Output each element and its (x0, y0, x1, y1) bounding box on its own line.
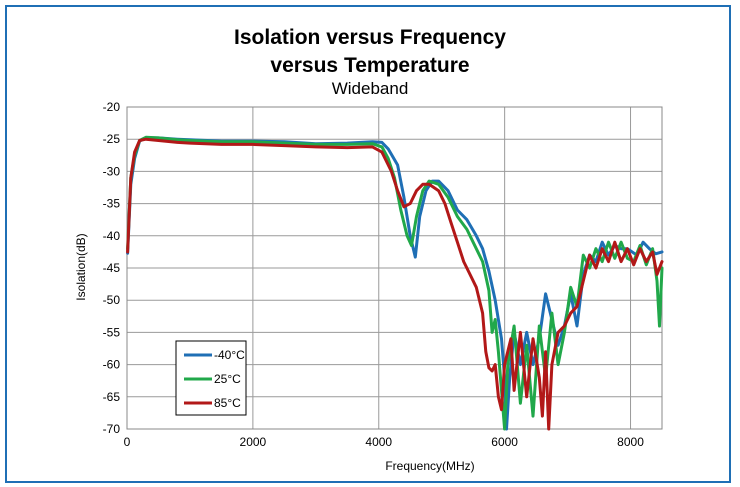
y-tick-label: -30 (103, 164, 121, 178)
x-tick-label: 8000 (617, 435, 644, 449)
chart-subtitle: Wideband (332, 79, 409, 98)
y-tick-label: -35 (103, 197, 121, 211)
x-tick-label: 4000 (365, 435, 392, 449)
legend-label-3: 85°C (214, 396, 241, 410)
chart-title-line2: versus Temperature (270, 54, 469, 77)
legend-label-1: -40°C (214, 348, 245, 362)
y-axis-label: Isolation(dB) (74, 233, 88, 300)
chart-title: Isolation versus Frequency (234, 26, 506, 49)
series-line-2 (126, 135, 664, 431)
series-lines (126, 135, 664, 431)
x-tick-label: 2000 (240, 435, 267, 449)
y-tick-label: -50 (103, 293, 121, 307)
x-tick-labels: 0 2000 4000 6000 8000 (124, 435, 645, 449)
x-tick-label: 0 (124, 435, 131, 449)
x-axis-label: Frequency(MHz) (385, 459, 474, 473)
y-tick-label: -70 (103, 422, 121, 436)
y-tick-label: -60 (103, 358, 121, 372)
x-tick-label: 6000 (491, 435, 518, 449)
y-tick-label: -45 (103, 261, 121, 275)
series-line-3 (126, 137, 664, 431)
legend-label-2: 25°C (214, 372, 241, 386)
legend: -40°C 25°C 85°C (175, 340, 247, 416)
y-tick-labels: -20 -25 -30 -35 -40 -45 -50 -55 -60 -65 -70 (103, 100, 121, 436)
y-tick-label: -40 (103, 229, 121, 243)
y-tick-label: -25 (103, 132, 121, 146)
y-tick-label: -65 (103, 390, 121, 404)
y-tick-label: -55 (103, 325, 121, 339)
y-tick-label: -20 (103, 100, 121, 114)
